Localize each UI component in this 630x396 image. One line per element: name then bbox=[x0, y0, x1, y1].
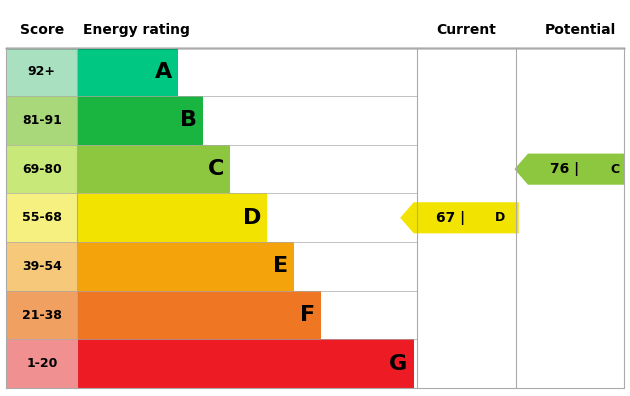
Bar bbox=[6, 48, 77, 96]
Text: 81-91: 81-91 bbox=[22, 114, 62, 127]
Text: 67 |: 67 | bbox=[436, 211, 466, 225]
Text: G: G bbox=[389, 354, 408, 374]
Text: E: E bbox=[273, 257, 288, 276]
Bar bbox=[77, 145, 231, 194]
Bar bbox=[6, 96, 77, 145]
Text: B: B bbox=[180, 110, 197, 131]
Bar bbox=[6, 339, 77, 388]
Text: A: A bbox=[155, 62, 172, 82]
Bar bbox=[77, 242, 294, 291]
Text: 92+: 92+ bbox=[28, 65, 56, 78]
Polygon shape bbox=[400, 202, 518, 233]
Bar bbox=[6, 145, 77, 194]
Text: F: F bbox=[300, 305, 315, 325]
Text: 55-68: 55-68 bbox=[22, 211, 62, 224]
Text: Potential: Potential bbox=[545, 23, 616, 38]
Text: C: C bbox=[208, 159, 224, 179]
Text: 39-54: 39-54 bbox=[22, 260, 62, 273]
Text: 76 |: 76 | bbox=[551, 162, 580, 176]
Bar bbox=[6, 291, 77, 339]
Text: 69-80: 69-80 bbox=[22, 163, 62, 176]
Bar bbox=[77, 339, 414, 388]
Text: C: C bbox=[610, 163, 619, 176]
Polygon shape bbox=[515, 154, 630, 185]
Text: Score: Score bbox=[20, 23, 64, 38]
Text: Energy rating: Energy rating bbox=[83, 23, 190, 38]
Text: D: D bbox=[243, 208, 261, 228]
Bar bbox=[77, 48, 178, 96]
Bar bbox=[6, 194, 77, 242]
Text: 1-20: 1-20 bbox=[26, 357, 57, 370]
Bar bbox=[77, 291, 321, 339]
Bar bbox=[77, 194, 267, 242]
Text: Current: Current bbox=[437, 23, 496, 38]
Bar bbox=[6, 242, 77, 291]
Bar bbox=[77, 96, 203, 145]
Text: 21-38: 21-38 bbox=[22, 308, 62, 322]
Text: D: D bbox=[495, 211, 505, 224]
